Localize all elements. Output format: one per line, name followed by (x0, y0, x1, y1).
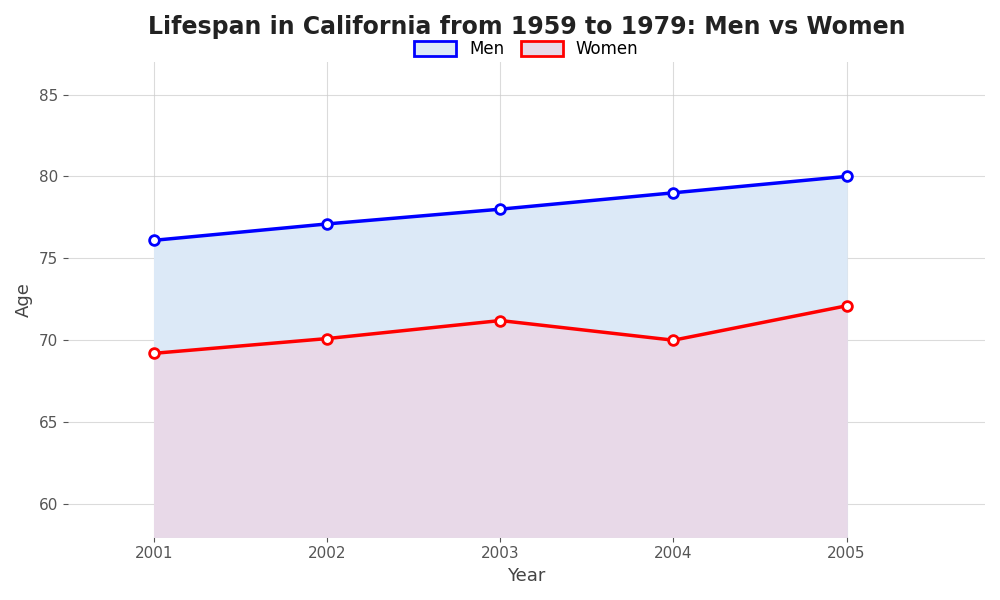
X-axis label: Year: Year (507, 567, 546, 585)
Title: Lifespan in California from 1959 to 1979: Men vs Women: Lifespan in California from 1959 to 1979… (148, 15, 905, 39)
Y-axis label: Age: Age (15, 282, 33, 317)
Legend: Men, Women: Men, Women (406, 32, 647, 67)
